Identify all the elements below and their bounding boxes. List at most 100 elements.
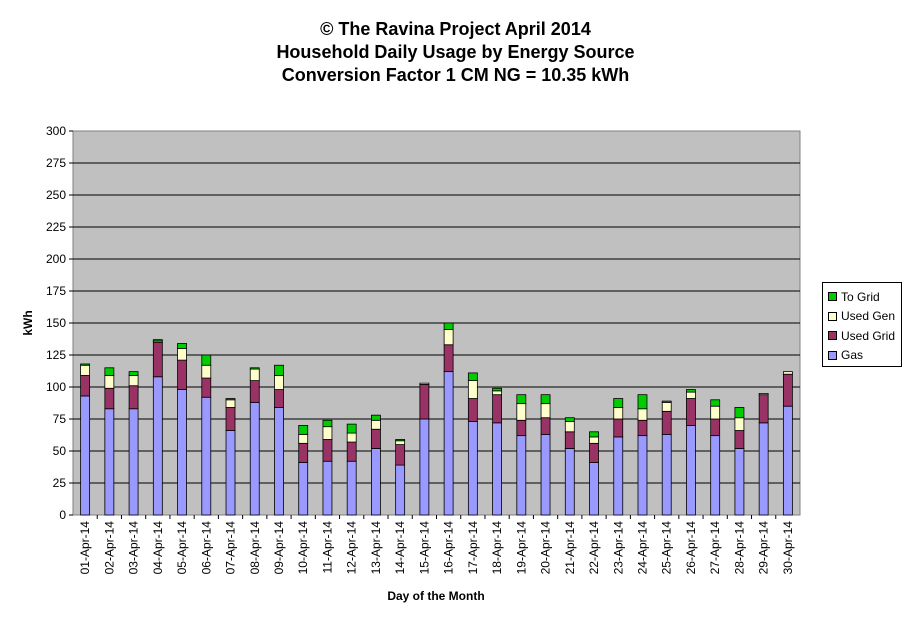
bar-used-gen-03-Apr-14 (128, 375, 139, 387)
bar-to-grid-16-Apr-14 (443, 322, 454, 330)
bar-to-grid-18-Apr-14 (492, 387, 502, 392)
legend-item-to-grid: To Grid (828, 287, 896, 307)
bar-used-grid-06-Apr-14 (201, 377, 212, 398)
bar-to-grid-22-Apr-14 (589, 431, 599, 438)
bar-used-grid-27-Apr-14 (710, 418, 721, 437)
legend-label-used-gen: Used Gen (841, 309, 896, 324)
bar-used-grid-01-Apr-14 (80, 375, 91, 397)
x-tick-label: 20-Apr-14 (539, 521, 553, 575)
bar-gas-10-Apr-14 (298, 462, 309, 516)
bar-used-grid-09-Apr-14 (274, 389, 284, 408)
bar-used-gen-09-Apr-14 (274, 375, 284, 390)
bar-gas-03-Apr-14 (128, 408, 139, 516)
x-tick-label: 26-Apr-14 (684, 521, 698, 575)
legend-swatch-to-grid (828, 292, 837, 302)
bar-gas-05-Apr-14 (177, 389, 187, 516)
bar-to-grid-28-Apr-14 (734, 407, 745, 419)
y-tick-label: 25 (53, 476, 67, 490)
bar-used-gen-15-Apr-14 (419, 382, 430, 385)
bar-used-grid-12-Apr-14 (346, 441, 357, 462)
x-tick-label: 02-Apr-14 (102, 521, 116, 575)
x-tick-labels: 01-Apr-14 02-Apr-14 03-Apr-14 04-Apr-14 05-A… (78, 515, 795, 574)
y-tick-label: 300 (46, 124, 66, 138)
bar-to-grid-07-Apr-14 (225, 398, 236, 401)
bar-to-grid-03-Apr-14 (128, 371, 139, 376)
bar-used-gen-21-Apr-14 (564, 421, 575, 433)
x-tick-label: 08-Apr-14 (248, 521, 262, 575)
bar-to-grid-23-Apr-14 (613, 398, 624, 408)
x-tick-label: 30-Apr-14 (781, 521, 795, 575)
x-tick-label: 22-Apr-14 (587, 521, 601, 575)
bar-used-gen-07-Apr-14 (225, 399, 236, 408)
bar-used-gen-28-Apr-14 (734, 417, 745, 431)
bar-to-grid-17-Apr-14 (467, 372, 478, 382)
x-tick-label: 12-Apr-14 (345, 521, 359, 575)
bar-gas-26-Apr-14 (686, 424, 696, 516)
bar-used-grid-03-Apr-14 (128, 385, 139, 410)
bar-to-grid-25-Apr-14 (661, 400, 672, 403)
bar-used-gen-11-Apr-14 (322, 426, 333, 440)
bar-gas-02-Apr-14 (104, 408, 115, 516)
bar-used-gen-13-Apr-14 (371, 419, 381, 430)
bar-gas-08-Apr-14 (249, 401, 260, 516)
x-tick-label: 27-Apr-14 (708, 521, 722, 575)
bar-used-gen-08-Apr-14 (249, 368, 260, 381)
bar-gas-17-Apr-14 (467, 421, 478, 516)
bar-to-grid-26-Apr-14 (686, 389, 696, 393)
legend-item-gas: Gas (828, 346, 896, 366)
x-tick-label: 29-Apr-14 (757, 521, 771, 575)
title-line-1: © The Ravina Project April 2014 (320, 19, 591, 39)
bar-used-grid-21-Apr-14 (564, 431, 575, 449)
bar-gas-18-Apr-14 (492, 422, 502, 516)
bar-gas-01-Apr-14 (80, 395, 91, 516)
y-tick-label: 50 (53, 444, 67, 458)
bar-used-gen-17-Apr-14 (467, 380, 478, 399)
bar-to-grid-06-Apr-14 (201, 354, 212, 366)
bar-gas-30-Apr-14 (782, 405, 793, 516)
x-tick-label: 24-Apr-14 (635, 521, 649, 575)
x-tick-label: 25-Apr-14 (660, 521, 674, 575)
bar-to-grid-11-Apr-14 (322, 419, 333, 428)
legend-swatch-used-gen (828, 311, 837, 321)
x-tick-label: 06-Apr-14 (199, 521, 213, 575)
gridlines (73, 162, 800, 484)
bar-used-gen-19-Apr-14 (516, 403, 527, 421)
x-tick-label: 11-Apr-14 (320, 521, 334, 574)
bar-to-grid-08-Apr-14 (249, 367, 260, 370)
bar-used-gen-20-Apr-14 (540, 403, 551, 419)
bar-to-grid-24-Apr-14 (637, 394, 648, 410)
bar-used-grid-10-Apr-14 (298, 442, 309, 463)
legend-swatch-gas (828, 350, 837, 360)
bar-used-grid-28-Apr-14 (734, 430, 745, 449)
x-tick-label: 28-Apr-14 (732, 521, 746, 575)
bar-used-gen-02-Apr-14 (104, 375, 115, 389)
bar-used-grid-15-Apr-14 (419, 384, 430, 420)
bar-used-grid-24-Apr-14 (637, 419, 648, 437)
bar-used-grid-13-Apr-14 (371, 428, 381, 449)
y-tick-label: 150 (46, 316, 66, 330)
legend-label-to-grid: To Grid (841, 289, 880, 304)
bar-used-gen-05-Apr-14 (177, 348, 187, 361)
bars (80, 322, 793, 516)
bar-used-gen-27-Apr-14 (710, 405, 721, 420)
y-tick-label: 125 (46, 348, 66, 362)
x-tick-label: 04-Apr-14 (151, 521, 165, 575)
bar-gas-09-Apr-14 (274, 407, 284, 516)
bar-gas-20-Apr-14 (540, 433, 551, 516)
bar-gas-06-Apr-14 (201, 396, 212, 516)
bar-used-gen-14-Apr-14 (395, 440, 406, 446)
bar-to-grid-10-Apr-14 (298, 424, 309, 435)
y-tick-label: 75 (53, 412, 67, 426)
bar-used-grid-18-Apr-14 (492, 394, 502, 424)
y-tick-labels: 0 25 50 75 100 125 150 175 200 225 250 275 300 (46, 124, 73, 522)
x-tick-label: 16-Apr-14 (442, 521, 456, 575)
bar-used-gen-18-Apr-14 (492, 390, 502, 396)
bar-gas-28-Apr-14 (734, 448, 745, 516)
bar-gas-04-Apr-14 (152, 376, 163, 516)
x-tick-label: 09-Apr-14 (272, 521, 286, 575)
y-tick-label: 100 (46, 380, 66, 394)
y-tick-label: 175 (46, 284, 66, 298)
x-tick-label: 15-Apr-14 (417, 521, 431, 575)
bar-gas-11-Apr-14 (322, 460, 333, 516)
